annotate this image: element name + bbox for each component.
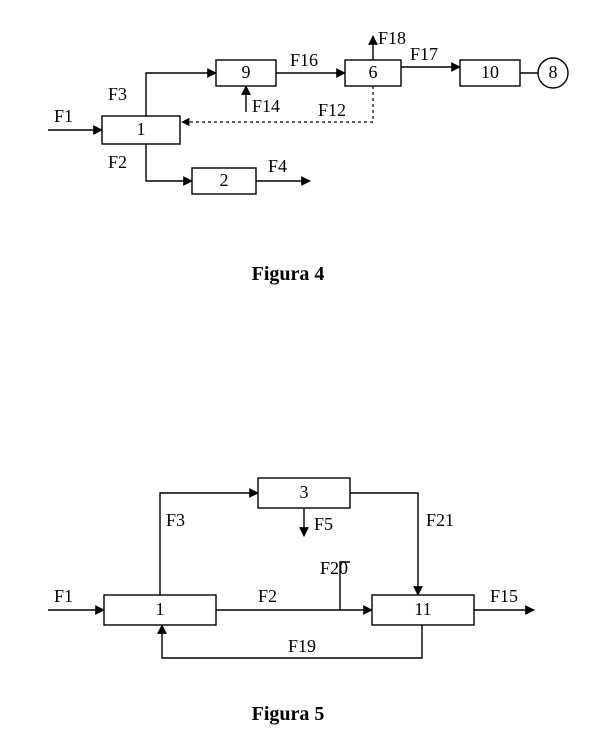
fig5-flow-labels: F1 F3 F5 F21 F2 F20 F19 F15 (54, 510, 518, 656)
label-f1b: F1 (54, 586, 73, 606)
label-f16: F16 (290, 50, 318, 70)
node-11: 11 (372, 595, 474, 625)
edge-f21 (350, 493, 418, 595)
node-10-label: 10 (481, 62, 499, 82)
edge-f3 (146, 73, 216, 116)
node-1b-label: 1 (156, 599, 165, 619)
label-f3b: F3 (166, 510, 185, 530)
label-f1: F1 (54, 106, 73, 126)
node-8-label: 8 (549, 62, 558, 82)
label-f12: F12 (318, 100, 346, 120)
label-f18: F18 (378, 28, 406, 48)
node-11-label: 11 (414, 599, 431, 619)
node-3-label: 3 (300, 482, 309, 502)
label-f21: F21 (426, 510, 454, 530)
label-f4: F4 (268, 156, 287, 176)
node-6-label: 6 (369, 62, 378, 82)
node-10: 10 (460, 60, 520, 86)
label-f15: F15 (490, 586, 518, 606)
figure-5-caption: Figura 5 (252, 703, 325, 725)
node-9: 9 (216, 60, 276, 86)
label-f14: F14 (252, 96, 280, 116)
node-1b: 1 (104, 595, 216, 625)
fig5-edges (48, 493, 534, 658)
edge-f2 (146, 144, 192, 181)
label-f17: F17 (410, 44, 438, 64)
node-6: 6 (345, 60, 401, 86)
label-f19: F19 (288, 636, 316, 656)
node-8: 8 (538, 58, 568, 88)
label-f20: F20 (320, 558, 348, 578)
node-9-label: 9 (242, 62, 251, 82)
label-f3: F3 (108, 84, 127, 104)
label-f5: F5 (314, 514, 333, 534)
edge-f3b (160, 493, 258, 595)
figure-4: 1 9 6 10 8 2 F1 F3 F2 F16 F14 F12 (48, 28, 568, 285)
page: 1 9 6 10 8 2 F1 F3 F2 F16 F14 F12 (0, 0, 591, 750)
node-3: 3 (258, 478, 350, 508)
figure-5: 1 3 11 F1 F3 F5 F21 F2 F20 F19 F15 Figur… (48, 478, 534, 725)
label-f2: F2 (108, 152, 127, 172)
diagram-canvas: 1 9 6 10 8 2 F1 F3 F2 F16 F14 F12 (0, 0, 591, 750)
label-f2b: F2 (258, 586, 277, 606)
node-1: 1 (102, 116, 180, 144)
figure-4-caption: Figura 4 (252, 263, 325, 285)
node-1-label: 1 (137, 119, 146, 139)
node-2-label: 2 (220, 170, 229, 190)
node-2: 2 (192, 168, 256, 194)
